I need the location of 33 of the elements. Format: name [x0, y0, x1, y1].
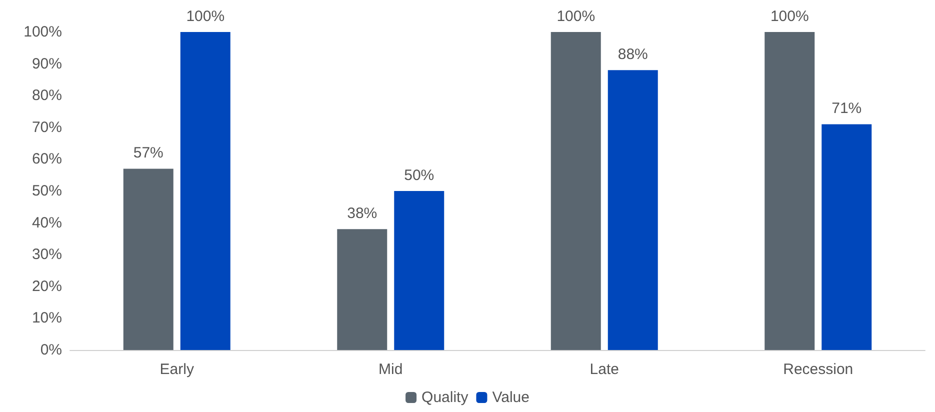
x-tick-label: Early [160, 361, 194, 378]
y-tick-label: 100% [24, 24, 62, 40]
y-tick-label: 80% [32, 87, 62, 104]
legend-label: Value [492, 389, 530, 406]
y-tick-label: 40% [32, 214, 62, 232]
bar [822, 124, 872, 350]
x-tick-label: Late [590, 361, 619, 378]
data-label: 100% [770, 8, 809, 25]
bar [608, 70, 658, 350]
bar [550, 32, 601, 350]
y-tick-label: 0% [40, 342, 62, 358]
data-label: 100% [556, 8, 596, 25]
data-label: 38% [347, 205, 378, 222]
data-label: 50% [404, 167, 434, 184]
data-label: 57% [133, 144, 164, 162]
y-tick-label: 10% [32, 310, 62, 327]
bar [180, 32, 230, 350]
x-tick-label: Recession [783, 361, 854, 378]
x-tick-label: Mid [378, 361, 403, 378]
y-tick-label: 60% [32, 150, 62, 168]
y-tick-label: 70% [32, 118, 62, 136]
y-tick-label: 50% [32, 182, 62, 200]
bar [394, 191, 444, 350]
legend-label: Quality [422, 389, 469, 406]
y-tick-label: 30% [32, 246, 62, 264]
bar [123, 168, 174, 350]
data-label: 71% [832, 100, 862, 118]
bar [764, 32, 815, 350]
data-label: 100% [186, 8, 225, 25]
bar [337, 229, 388, 350]
y-tick-label: 90% [32, 55, 62, 72]
y-tick-label: 20% [32, 278, 62, 295]
data-label: 88% [618, 46, 648, 64]
